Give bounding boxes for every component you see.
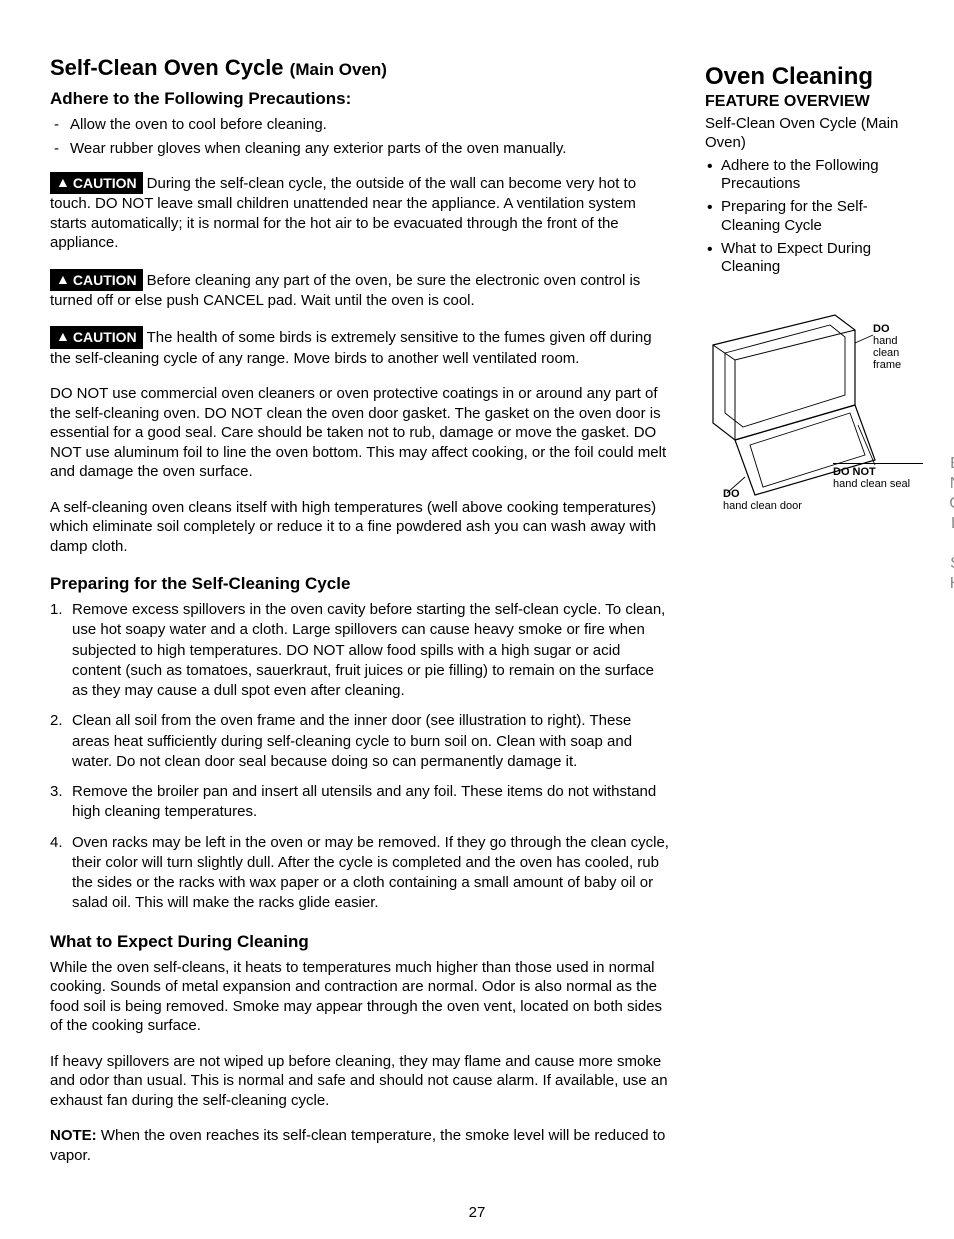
caution-badge: ▲CAUTION bbox=[50, 269, 143, 291]
title-sub: (Main Oven) bbox=[290, 60, 387, 79]
diagram-label-do-door: DO hand clean door bbox=[723, 488, 813, 512]
sidebar-title: Oven Cleaning bbox=[705, 63, 915, 91]
expect-para-2: If heavy spillovers are not wiped up bef… bbox=[50, 1052, 670, 1111]
preparing-text: Remove the broiler pan and insert all ut… bbox=[72, 783, 656, 820]
section1-heading: Adhere to the Following Precautions: bbox=[50, 89, 670, 109]
sidebar-column: Oven Cleaning FEATURE OVERVIEW Self-Clea… bbox=[705, 55, 915, 1181]
sidebar-subtitle: FEATURE OVERVIEW bbox=[705, 93, 915, 111]
note-label: NOTE: bbox=[50, 1127, 97, 1144]
do-text-2: hand clean door bbox=[723, 500, 802, 512]
oven-diagram: DO hand clean frame DO NOT hand clean se… bbox=[705, 295, 915, 515]
preparing-item: 2.Clean all soil from the oven frame and… bbox=[72, 711, 670, 772]
precautions-list: Allow the oven to cool before cleaning. … bbox=[50, 115, 670, 158]
body-para-1: DO NOT use commercial oven cleaners or o… bbox=[50, 384, 670, 482]
caution-badge: ▲CAUTION bbox=[50, 172, 143, 194]
preparing-list: 1.Remove excess spillovers in the oven c… bbox=[50, 600, 670, 914]
caution-para-2: ▲CAUTIONBefore cleaning any part of the … bbox=[50, 269, 670, 311]
sidebar-item: Preparing for the Self-Cleaning Cycle bbox=[721, 198, 915, 236]
page-title: Self-Clean Oven Cycle (Main Oven) bbox=[50, 55, 670, 81]
sidebar-lead: Self-Clean Oven Cycle (Main Oven) bbox=[705, 115, 915, 153]
precaution-item: Wear rubber gloves when cleaning any ext… bbox=[70, 139, 670, 159]
sidebar-item: Adhere to the Following Precautions bbox=[721, 157, 915, 195]
caution-label: CAUTION bbox=[73, 175, 137, 191]
preparing-item: 1.Remove excess spillovers in the oven c… bbox=[72, 600, 670, 701]
diagram-label-do-frame: DO hand clean frame bbox=[873, 323, 913, 371]
do-text: hand clean frame bbox=[873, 335, 913, 371]
precaution-item: Allow the oven to cool before cleaning. bbox=[70, 115, 670, 135]
preparing-text: Oven racks may be left in the oven or ma… bbox=[72, 834, 669, 912]
do-label: DO bbox=[873, 323, 913, 335]
note-para: NOTE: When the oven reaches its self-cle… bbox=[50, 1126, 670, 1165]
note-text: When the oven reaches its self-clean tem… bbox=[50, 1127, 665, 1164]
preparing-text: Remove excess spillovers in the oven cav… bbox=[72, 601, 665, 699]
expect-para-1: While the oven self-cleans, it heats to … bbox=[50, 958, 670, 1036]
preparing-item: 3.Remove the broiler pan and insert all … bbox=[72, 782, 670, 823]
page-number: 27 bbox=[0, 1204, 954, 1221]
warning-icon: ▲ bbox=[56, 327, 70, 345]
warning-icon: ▲ bbox=[56, 270, 70, 288]
section2-heading: Preparing for the Self-Cleaning Cycle bbox=[50, 574, 670, 594]
language-label: ENGLISH bbox=[946, 455, 954, 595]
main-column: Self-Clean Oven Cycle (Main Oven) Adhere… bbox=[50, 55, 670, 1181]
section3-heading: What to Expect During Cleaning bbox=[50, 932, 670, 952]
diagram-label-donot: DO NOT hand clean seal bbox=[833, 463, 923, 490]
preparing-item: 4.Oven racks may be left in the oven or … bbox=[72, 833, 670, 914]
sidebar-item: What to Expect During Cleaning bbox=[721, 240, 915, 278]
preparing-text: Clean all soil from the oven frame and t… bbox=[72, 712, 632, 770]
caution-label: CAUTION bbox=[73, 272, 137, 288]
warning-icon: ▲ bbox=[56, 173, 70, 191]
donot-text: hand clean seal bbox=[833, 478, 923, 490]
do-label-2: DO bbox=[723, 488, 740, 500]
title-text: Self-Clean Oven Cycle bbox=[50, 55, 284, 80]
donot-label: DO NOT bbox=[833, 463, 923, 478]
caution-label: CAUTION bbox=[73, 329, 137, 345]
caution-para-1: ▲CAUTIONDuring the self-clean cycle, the… bbox=[50, 172, 670, 253]
caution-badge: ▲CAUTION bbox=[50, 326, 143, 348]
body-para-2: A self-cleaning oven cleans itself with … bbox=[50, 498, 670, 557]
caution-para-3: ▲CAUTIONThe health of some birds is extr… bbox=[50, 326, 670, 368]
sidebar-list: Adhere to the Following Precautions Prep… bbox=[705, 157, 915, 278]
